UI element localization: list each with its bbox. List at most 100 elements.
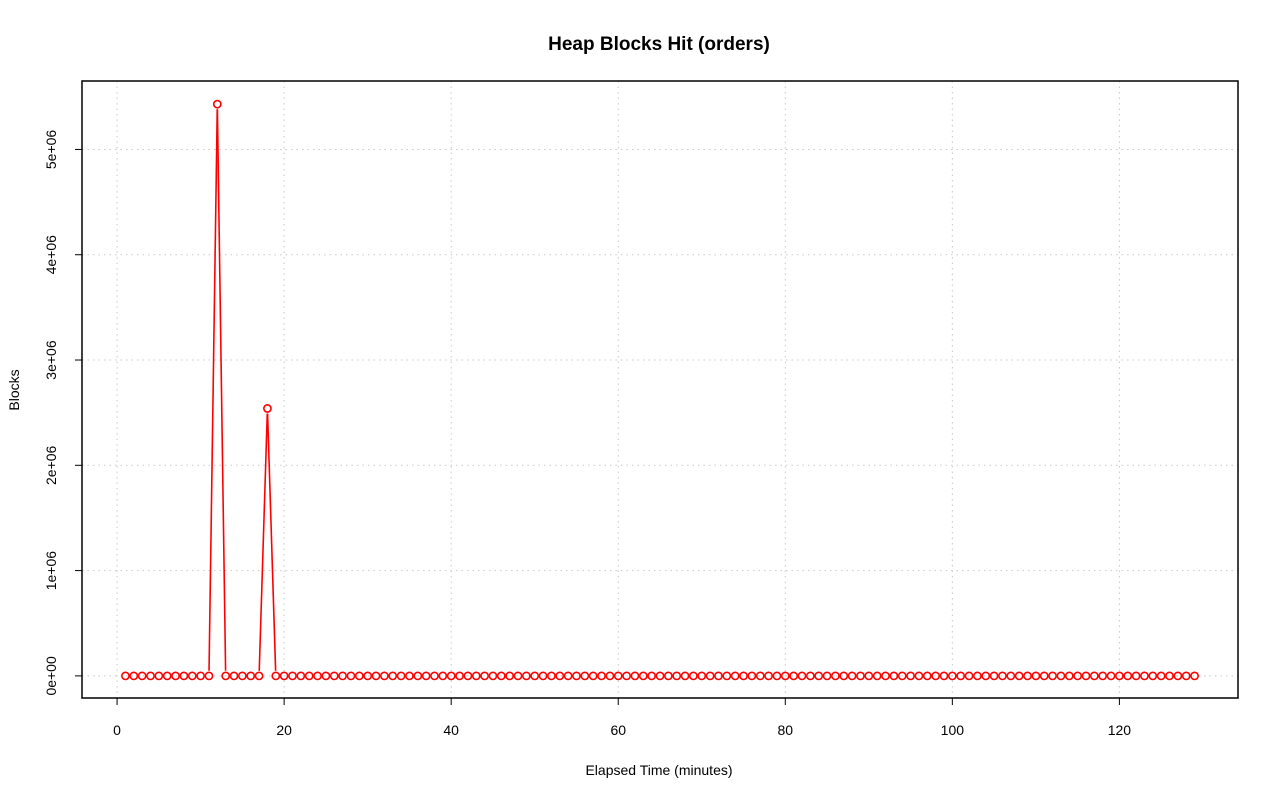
- data-point: [229, 671, 239, 681]
- data-point: [421, 671, 431, 681]
- data-point: [889, 671, 899, 681]
- data-point: [580, 671, 590, 681]
- data-point: [1190, 671, 1199, 681]
- x-tick-label: 60: [610, 722, 626, 738]
- data-point: [1181, 671, 1191, 681]
- data-point: [1056, 671, 1066, 681]
- data-point: [154, 671, 164, 681]
- plot-frame: [81, 80, 1239, 699]
- series-line-segment: [258, 413, 269, 671]
- data-point: [1148, 671, 1158, 681]
- data-point: [371, 671, 381, 681]
- data-point: [212, 99, 222, 109]
- data-point: [237, 671, 247, 681]
- data-point: [430, 671, 439, 681]
- data-point: [379, 671, 389, 681]
- data-point: [897, 671, 907, 681]
- data-point: [488, 671, 498, 681]
- data-point: [1106, 671, 1116, 681]
- data-point: [137, 671, 147, 681]
- data-point: [914, 671, 924, 681]
- data-point: [296, 671, 306, 681]
- data-point: [1173, 671, 1183, 681]
- y-tick-label: 5e+06: [43, 130, 59, 170]
- data-point: [998, 671, 1007, 681]
- data-point: [622, 671, 631, 681]
- data-point: [922, 671, 932, 681]
- data-point: [1048, 671, 1057, 681]
- data-point: [613, 671, 623, 681]
- data-point: [279, 671, 289, 681]
- x-axis-label: Elapsed Time (minutes): [585, 762, 732, 778]
- x-tick-label: 80: [777, 722, 793, 738]
- series-line-segment: [216, 109, 227, 671]
- data-point: [271, 671, 281, 681]
- data-point: [1073, 671, 1083, 681]
- x-tick-label: 0: [113, 722, 121, 738]
- data-point: [822, 671, 832, 681]
- data-point: [1064, 671, 1074, 681]
- data-point: [797, 671, 807, 681]
- data-point: [989, 671, 999, 681]
- data-point: [204, 671, 214, 681]
- y-tick-label: 3e+06: [43, 340, 59, 380]
- data-point: [956, 671, 966, 681]
- data-point: [931, 671, 941, 681]
- data-point: [321, 671, 331, 681]
- data-point: [780, 671, 790, 681]
- data-point: [187, 671, 197, 681]
- data-point: [872, 671, 882, 681]
- data-point: [405, 671, 414, 681]
- data-point: [313, 671, 322, 681]
- data-point: [471, 671, 481, 681]
- data-point: [129, 671, 139, 681]
- data-point: [1123, 671, 1133, 681]
- data-point: [772, 671, 782, 681]
- data-point: [831, 671, 840, 681]
- data-point: [413, 671, 423, 681]
- data-point: [630, 671, 640, 681]
- data-points-layer: [121, 99, 1199, 681]
- data-point: [221, 671, 231, 681]
- data-point: [805, 671, 815, 681]
- data-point: [655, 671, 665, 681]
- x-axis: 0 20 40 60 80 100 120: [113, 697, 1131, 738]
- data-point: [354, 671, 364, 681]
- data-point: [288, 671, 297, 681]
- data-point: [881, 671, 890, 681]
- data-point: [672, 671, 682, 681]
- data-point: [697, 671, 707, 681]
- data-point: [597, 671, 606, 681]
- data-point: [1006, 671, 1016, 681]
- data-point: [647, 671, 657, 681]
- data-point: [730, 671, 740, 681]
- data-point: [162, 671, 172, 681]
- x-tick-label: 100: [941, 722, 965, 738]
- data-point: [530, 671, 540, 681]
- y-tick-label: 4e+06: [43, 235, 59, 275]
- data-point: [939, 671, 949, 681]
- data-point: [789, 671, 799, 681]
- data-point: [981, 671, 991, 681]
- data-point: [572, 671, 581, 681]
- data-point: [338, 671, 348, 681]
- y-axis: 0e+00 1e+06 2e+06 3e+06 4e+06 5e+06: [43, 130, 83, 696]
- data-point: [1031, 671, 1041, 681]
- data-point: [663, 671, 673, 681]
- data-point: [747, 671, 757, 681]
- data-point: [847, 671, 857, 681]
- series-line-segment: [266, 413, 277, 671]
- data-point: [363, 671, 373, 681]
- data-point: [814, 671, 824, 681]
- y-tick-label: 1e+06: [43, 551, 59, 591]
- data-point: [722, 671, 732, 681]
- data-point: [739, 671, 748, 681]
- data-point: [455, 671, 464, 681]
- data-point: [638, 671, 648, 681]
- data-point: [839, 671, 849, 681]
- data-point: [1114, 671, 1124, 681]
- data-point: [856, 671, 865, 681]
- data-point: [714, 671, 723, 681]
- data-point: [1089, 671, 1099, 681]
- data-point: [1098, 671, 1108, 681]
